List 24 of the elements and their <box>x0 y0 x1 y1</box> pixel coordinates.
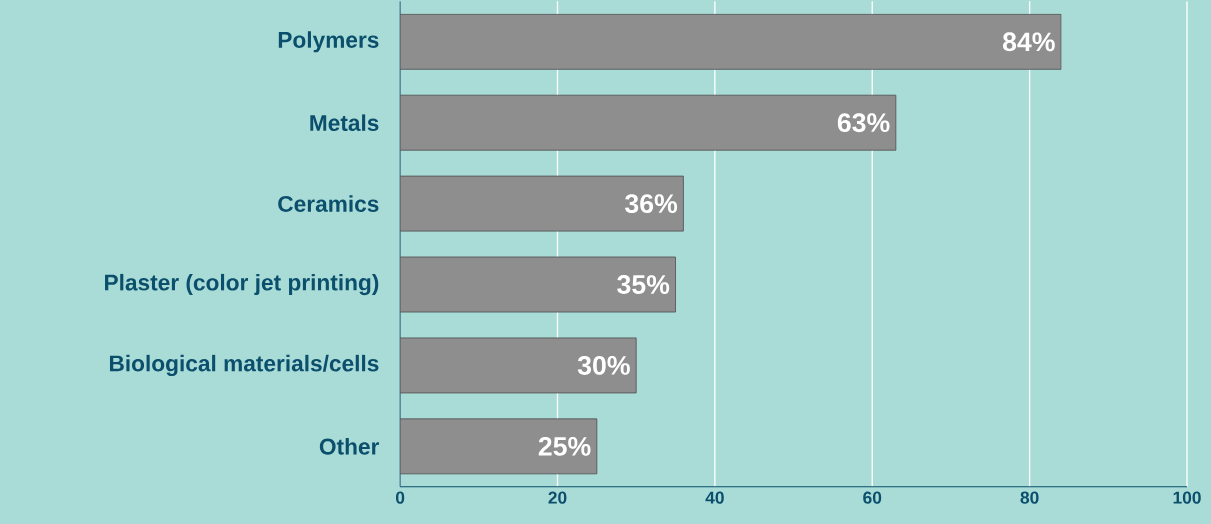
x-tick-label: 60 <box>863 491 882 504</box>
bar <box>400 13 1062 70</box>
y-tick-label: Metals <box>310 114 379 131</box>
y-tick-label: Ceramics <box>278 195 379 212</box>
data-label: 36% <box>625 194 678 214</box>
x-tick-label: 20 <box>548 491 567 504</box>
bar <box>400 337 637 394</box>
data-label: 25% <box>538 436 591 456</box>
y-tick-label: Plaster (color jet printing) <box>105 273 379 296</box>
x-tick-label: 80 <box>1020 491 1039 504</box>
bar <box>400 175 684 232</box>
data-label: 30% <box>577 355 630 375</box>
data-label: 63% <box>837 113 890 133</box>
x-tick-label: 40 <box>705 491 724 504</box>
data-label: 84% <box>1002 32 1055 52</box>
bar <box>400 94 897 151</box>
y-tick-label: Polymers <box>278 31 379 53</box>
x-tick-label: 100 <box>1173 491 1201 504</box>
bar <box>400 256 676 313</box>
x-tick-label: 0 <box>395 491 405 504</box>
y-tick-label: Other <box>319 437 380 455</box>
data-label: 35% <box>617 275 670 294</box>
bar <box>400 418 598 475</box>
y-tick-label: Biological materials/cells <box>109 354 379 376</box>
